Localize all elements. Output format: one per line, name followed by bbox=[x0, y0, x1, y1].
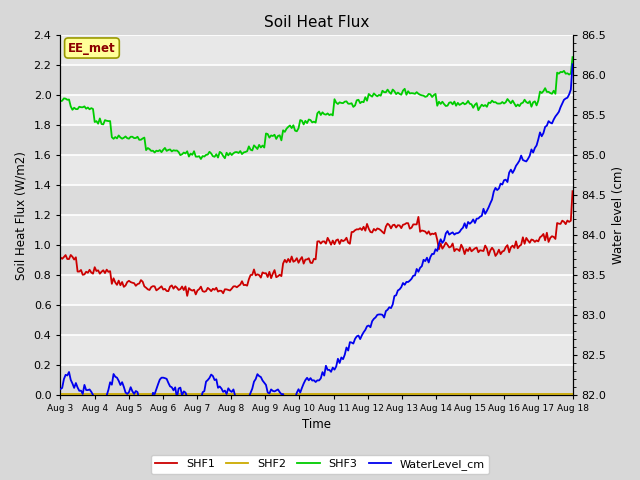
SHF3 bbox=[197, 156, 205, 162]
WaterLevel_cm bbox=[56, 386, 64, 392]
SHF3 bbox=[569, 54, 577, 60]
Bar bbox=[60, 245, 573, 275]
SHF1 bbox=[183, 293, 191, 299]
SHF3 bbox=[372, 92, 380, 98]
Bar bbox=[60, 95, 573, 125]
WaterLevel_cm bbox=[569, 61, 577, 67]
WaterLevel_cm bbox=[372, 314, 380, 320]
WaterLevel_cm bbox=[363, 324, 371, 329]
Bar bbox=[60, 275, 573, 305]
X-axis label: Time: Time bbox=[302, 419, 331, 432]
Line: SHF3: SHF3 bbox=[60, 57, 573, 159]
WaterLevel_cm bbox=[522, 158, 530, 164]
SHF2 bbox=[58, 391, 66, 397]
SHF3 bbox=[522, 99, 530, 105]
Bar bbox=[60, 125, 573, 155]
WaterLevel_cm bbox=[490, 189, 497, 194]
SHF1 bbox=[363, 221, 371, 227]
Y-axis label: Soil Heat Flux (W/m2): Soil Heat Flux (W/m2) bbox=[15, 151, 28, 279]
Bar bbox=[60, 335, 573, 365]
SHF3 bbox=[58, 98, 66, 104]
SHF1 bbox=[569, 188, 577, 194]
SHF2 bbox=[56, 391, 64, 397]
WaterLevel_cm bbox=[58, 385, 66, 391]
SHF2 bbox=[521, 391, 529, 397]
Bar bbox=[60, 185, 573, 215]
SHF3 bbox=[56, 98, 64, 104]
SHF1 bbox=[362, 228, 369, 234]
WaterLevel_cm bbox=[241, 407, 249, 412]
SHF1 bbox=[58, 256, 66, 262]
SHF2 bbox=[488, 391, 496, 397]
SHF2 bbox=[360, 391, 367, 397]
SHF1 bbox=[372, 228, 380, 233]
SHF3 bbox=[362, 95, 369, 100]
Line: SHF1: SHF1 bbox=[60, 191, 573, 296]
SHF3 bbox=[490, 99, 497, 105]
SHF3 bbox=[363, 98, 371, 104]
Bar bbox=[60, 155, 573, 185]
WaterLevel_cm bbox=[362, 327, 369, 333]
Bar bbox=[60, 215, 573, 245]
Bar bbox=[60, 365, 573, 395]
Bar bbox=[60, 36, 573, 65]
Title: Soil Heat Flux: Soil Heat Flux bbox=[264, 15, 369, 30]
Legend: SHF1, SHF2, SHF3, WaterLevel_cm: SHF1, SHF2, SHF3, WaterLevel_cm bbox=[151, 455, 489, 474]
Text: EE_met: EE_met bbox=[68, 41, 116, 55]
Line: WaterLevel_cm: WaterLevel_cm bbox=[60, 64, 573, 409]
SHF2 bbox=[569, 391, 577, 397]
SHF2 bbox=[370, 391, 378, 397]
SHF1 bbox=[490, 247, 497, 253]
Bar bbox=[60, 305, 573, 335]
Y-axis label: Water level (cm): Water level (cm) bbox=[612, 166, 625, 264]
SHF1 bbox=[522, 235, 530, 241]
SHF2 bbox=[362, 391, 369, 397]
SHF1 bbox=[56, 254, 64, 260]
Bar bbox=[60, 65, 573, 95]
